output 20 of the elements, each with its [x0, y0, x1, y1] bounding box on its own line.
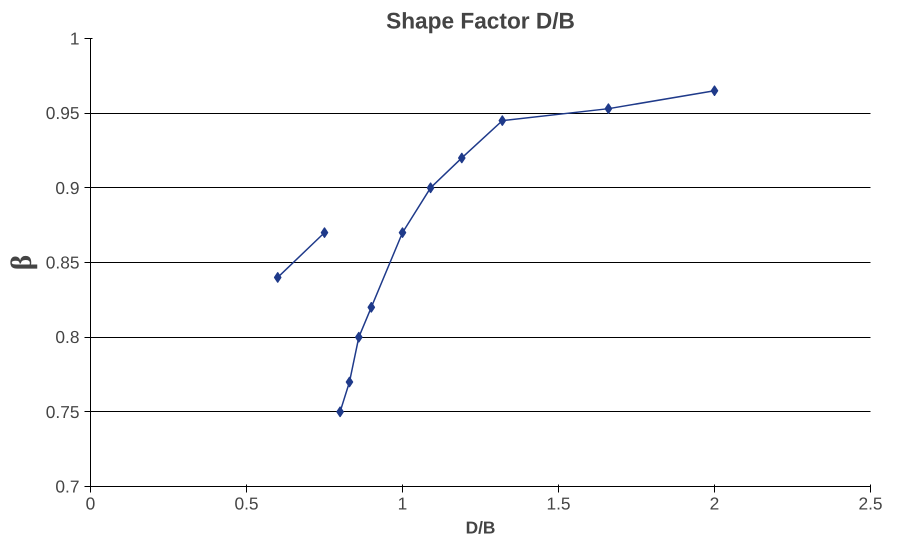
point: [354, 332, 363, 343]
y-axis-title: β: [6, 254, 38, 270]
y-tick-label: 0.8: [55, 327, 80, 348]
chart-title: Shape Factor D/B: [386, 8, 575, 34]
x-tick-label: 2: [710, 494, 720, 514]
y-tick-label: 0.95: [46, 103, 80, 124]
point: [274, 272, 282, 283]
x-axis-title: D/B: [466, 518, 496, 538]
x-tick-label: 0.5: [234, 494, 259, 514]
y-tick-label: 0.85: [46, 252, 80, 272]
x-tick-label: 1: [398, 494, 408, 514]
x-tick-label: 1.5: [546, 494, 571, 514]
x-tick-label: 2.5: [858, 494, 883, 514]
point: [458, 152, 466, 164]
x-tick-label: 0: [86, 494, 96, 514]
y-tick-label: 1: [70, 28, 80, 48]
y-tick-label: 0.9: [55, 178, 80, 198]
point: [367, 302, 376, 313]
y-tick-label: 0.75: [46, 402, 80, 422]
y-tick-label: 0.7: [55, 476, 80, 496]
